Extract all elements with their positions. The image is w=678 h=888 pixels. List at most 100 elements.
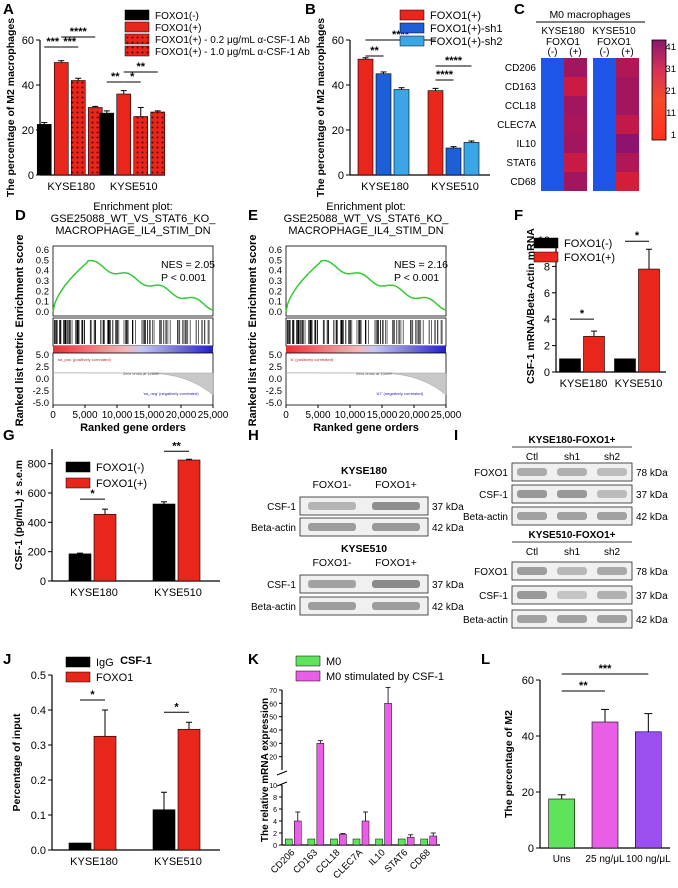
legend-label: FOXO1(+) - 0.2 μg/mL α-CSF-1 Ab (155, 35, 310, 46)
legend-swatch (65, 461, 91, 473)
protein-band (597, 591, 627, 599)
y-tick-label: 0 (338, 170, 344, 182)
blot-strip (299, 596, 429, 616)
es-tick-label: 0.6 (269, 245, 282, 256)
legend-swatch (295, 655, 321, 667)
y-tick-label: 60 (269, 701, 277, 708)
heatmap-cell (541, 153, 564, 172)
lane-label: sh2 (604, 452, 621, 463)
bar (285, 838, 293, 846)
legend-swatch (399, 22, 425, 34)
bar (361, 820, 370, 846)
blot-row-label: CSF-1 (267, 580, 296, 591)
pos-correlated-label: 'na_pos' (positively correlated) (57, 357, 111, 362)
protein-band (308, 502, 356, 510)
heatmap-cell (564, 115, 587, 134)
p-value-label: P < 0.001 (394, 272, 439, 284)
x-tick-label: KYSE180 (361, 181, 409, 193)
bar (93, 735, 117, 851)
kda-label: 78 kDa (636, 468, 668, 479)
bar (420, 838, 428, 846)
gsea-title: MACROPHAGE_IL4_STIM_DN (55, 225, 210, 237)
color-scale (651, 39, 667, 141)
neg-correlated-label: 'A7' (negatively correlated) (376, 391, 424, 396)
significance-label: ** (579, 680, 588, 692)
panel-letter-I: I (454, 427, 458, 444)
panel-letter-L: L (481, 651, 490, 668)
bar (133, 116, 149, 176)
kda-label: 37 kDa (432, 580, 464, 591)
lane-label: sh2 (604, 547, 621, 558)
panel-letter-B: B (305, 1, 316, 18)
protein-band (557, 591, 587, 599)
es-tick-label: 0.4 (269, 266, 282, 277)
significance-label: *** (63, 36, 77, 48)
enrichment-curve (52, 259, 214, 313)
x-tick-label: 0 (50, 410, 56, 421)
significance-label: * (580, 308, 585, 320)
y-tick-label: 20 (22, 125, 34, 137)
x-axis-label: Ranked gene orders (80, 422, 186, 434)
bar (150, 111, 166, 176)
zero-cross-label: Zero cross at 13309 (356, 371, 392, 376)
y-tick-label: 60 (332, 35, 344, 47)
blot-row-label: CSF-1 (479, 490, 508, 501)
panel-L-chart: 0 20 40 60 The percentage of M2 Uns 25 ng/μL 10… (503, 663, 671, 865)
heatmap-cell (616, 58, 639, 77)
gsea-title: Enrichment plot: (93, 201, 172, 213)
blot-row-label: Beta-actin (251, 523, 296, 534)
metric-tick-label: 0.0 (269, 374, 282, 385)
legend-label: M0 (326, 656, 341, 668)
protein-band (372, 580, 420, 588)
blot-title: KYSE180 (341, 465, 387, 477)
bar (583, 336, 605, 373)
y-tick-label: 20 (269, 755, 277, 762)
bar (68, 842, 92, 851)
y-tick-label: 60 (22, 35, 34, 47)
bar (330, 838, 338, 846)
panel-letter-C: C (514, 1, 525, 18)
col-label: (-) (548, 47, 558, 58)
metric-tick-label: 2.5 (269, 362, 282, 373)
bar (591, 721, 619, 849)
panel-B-chart: 0 20 40 60 The percentage of M2 macrophages K… (315, 9, 502, 197)
scale-tick-label: 11 (666, 108, 676, 119)
legend-swatch (124, 21, 150, 33)
heatmap-cell (593, 153, 616, 172)
y-tick-label: 0.5 (31, 670, 46, 682)
es-tick-label: 0.5 (269, 255, 282, 266)
x-tick-label: KYSE510 (615, 378, 663, 390)
es-tick-label: 0.2 (269, 286, 282, 297)
x-tick-label: Uns (553, 854, 571, 865)
axis-break (276, 770, 288, 776)
y-tick-label: 70 (269, 688, 277, 695)
protein-band (597, 615, 627, 623)
significance-label: * (90, 488, 95, 500)
y-tick-label: 6 (544, 288, 550, 300)
bar (635, 731, 662, 849)
protein-band (597, 468, 627, 476)
legend-label: FOXO1(+) (96, 478, 147, 490)
es-tick-label: 0.2 (36, 286, 49, 297)
significance-label: * (635, 230, 640, 242)
x-tick-label: KYSE180 (70, 587, 118, 599)
bar (463, 142, 480, 176)
x-tick-label: CD68 (408, 847, 433, 872)
x-tick-label: KYSE180 (47, 181, 95, 193)
lane-label: sh1 (564, 452, 581, 463)
metric-tick-label: 2.5 (36, 362, 49, 373)
heatmap-cell (541, 96, 564, 115)
bar (177, 728, 201, 851)
legend-label: FOXO1(+) (430, 10, 481, 22)
protein-band (557, 567, 587, 575)
bar (352, 838, 361, 846)
significance-label: * (130, 71, 135, 83)
bar (177, 459, 201, 582)
legend-label: FOXO1 (96, 672, 133, 684)
x-tick-label: 20,000 (166, 410, 197, 421)
x-tick-label: 15,000 (134, 410, 165, 421)
es-axis-label: Enrichment score (14, 235, 26, 328)
y-tick-label: 0 (528, 843, 534, 855)
row-label: IL10 (517, 139, 537, 150)
